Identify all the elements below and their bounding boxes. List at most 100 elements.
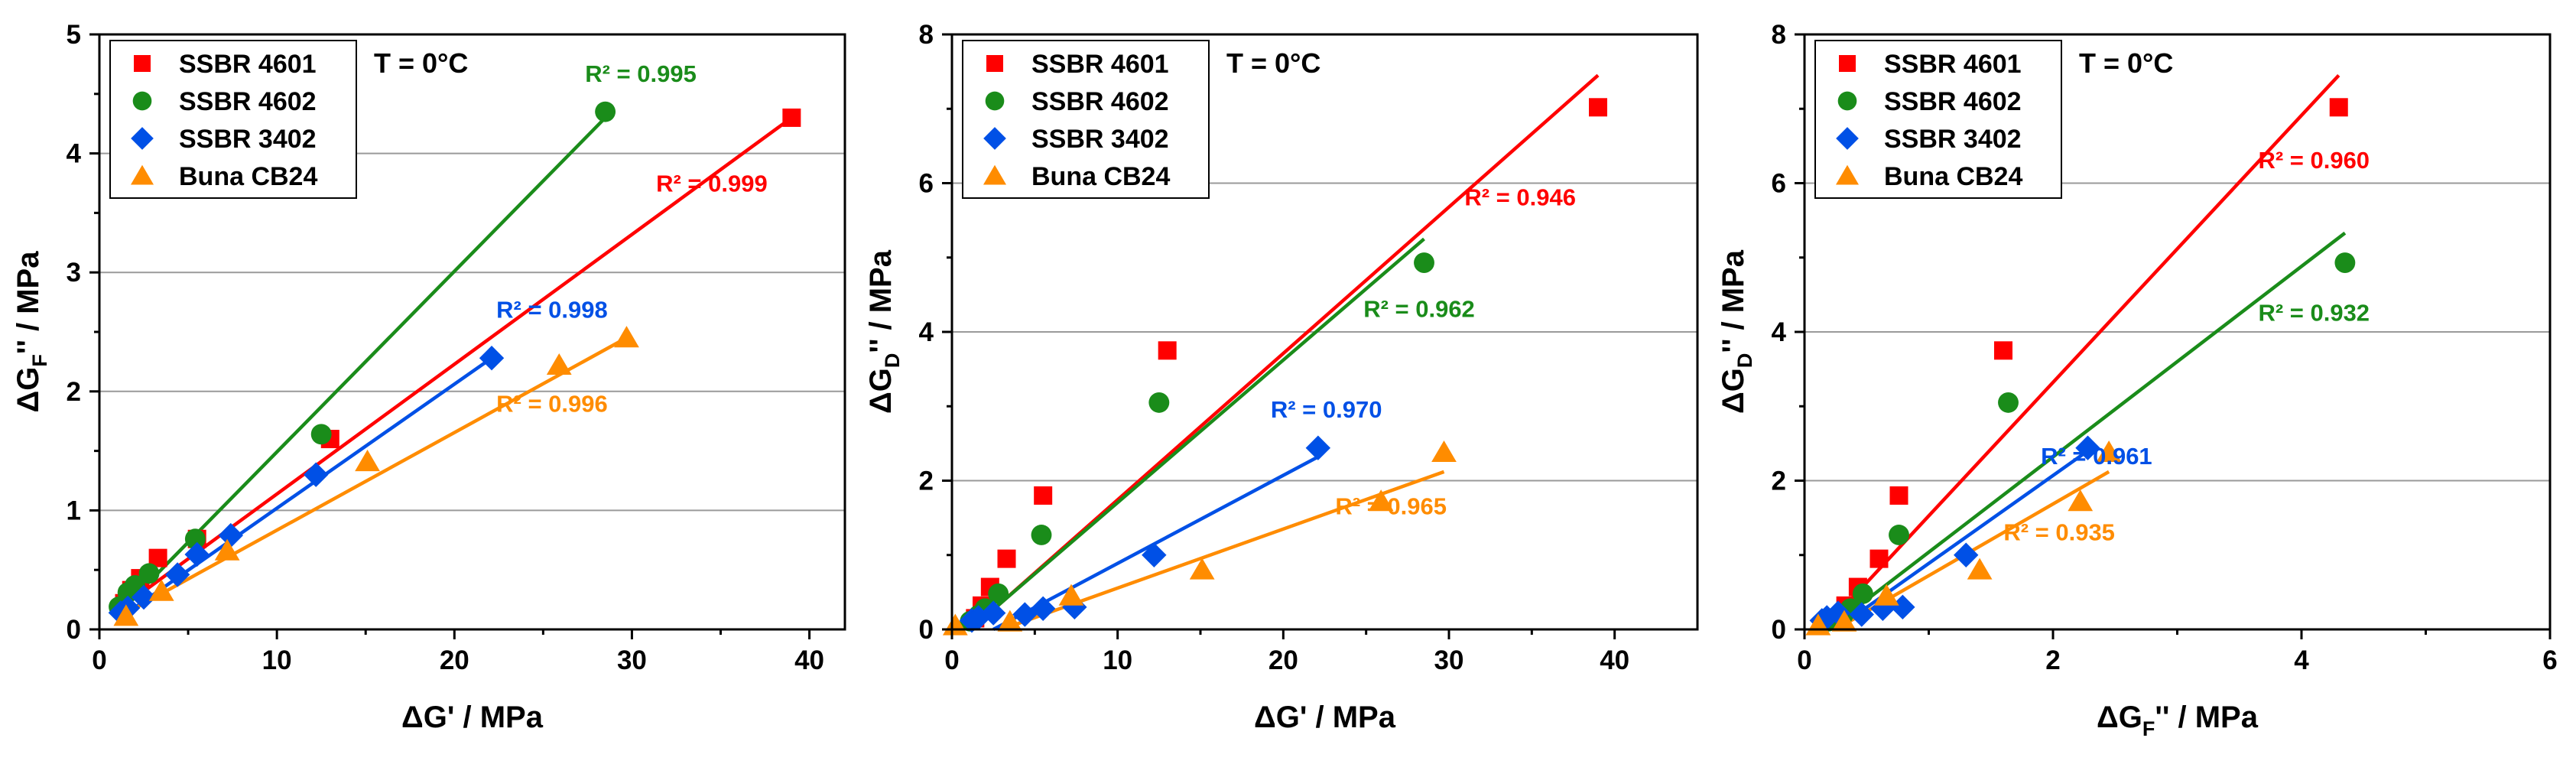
data-point-3-0 xyxy=(113,604,139,626)
y-tick-label-1: 2 xyxy=(919,467,934,496)
data-point-2-4 xyxy=(1030,596,1056,621)
data-point-2-1 xyxy=(1814,605,1840,630)
r2-label-2: R² = 0.970 xyxy=(1271,396,1382,423)
data-point-3-5 xyxy=(614,326,639,348)
data-point-0-3 xyxy=(997,549,1016,568)
fit-line-0 xyxy=(123,116,793,607)
data-point-2-5 xyxy=(1890,594,1915,620)
x-tick-label-3: 30 xyxy=(617,645,647,675)
data-point-3-2 xyxy=(1873,584,1899,606)
data-point-1-6 xyxy=(1414,252,1434,273)
y-tick-label-1: 2 xyxy=(1772,467,1786,496)
data-point-0-6 xyxy=(2329,98,2348,117)
data-point-3-1 xyxy=(1831,610,1857,632)
data-point-2-6 xyxy=(304,462,329,487)
y-tick-label-5: 5 xyxy=(67,20,81,50)
data-point-1-6 xyxy=(595,101,616,122)
fit-line-0 xyxy=(1821,73,2340,631)
x-axis-label: ΔG' / MPa xyxy=(401,701,544,734)
r2-label-3: R² = 0.935 xyxy=(2003,519,2115,545)
data-point-0-6 xyxy=(1589,98,1607,117)
series-2 xyxy=(959,435,1331,633)
x-tick-label-1: 10 xyxy=(1103,645,1132,675)
y-tick-label-0: 0 xyxy=(1772,615,1786,645)
data-point-0-3 xyxy=(1869,549,1889,568)
data-point-3-4 xyxy=(546,353,572,375)
r2-label-2: R² = 0.961 xyxy=(2041,443,2152,470)
legend-marker-3 xyxy=(1835,164,1860,185)
y-tick-label-2: 4 xyxy=(919,317,934,347)
data-point-3-3 xyxy=(1189,558,1215,580)
y-tick-label-0: 0 xyxy=(67,615,81,645)
legend-label-2: SSBR 3402 xyxy=(1884,125,2022,154)
fit-line-3 xyxy=(122,336,628,617)
legend-marker-1 xyxy=(132,91,152,111)
y-axis-label: ΔGD'' / MPa xyxy=(864,249,904,414)
legend-box xyxy=(109,40,357,199)
y-tick-label-4: 4 xyxy=(67,139,82,169)
legend-marker-1 xyxy=(985,91,1005,111)
data-point-3-3 xyxy=(1967,558,1993,580)
y-tick-label-1: 1 xyxy=(67,496,81,525)
data-point-1-4 xyxy=(184,528,206,550)
legend-marker-0 xyxy=(1839,55,1856,72)
data-point-3-2 xyxy=(214,538,240,561)
x-tick-label-1: 10 xyxy=(262,645,292,675)
x-tick-label-4: 40 xyxy=(794,645,824,675)
data-point-0-5 xyxy=(1994,341,2012,360)
data-point-2-2 xyxy=(980,600,1006,626)
legend-label-0: SSBR 4601 xyxy=(1031,50,1169,79)
legend-label-3: Buna CB24 xyxy=(1884,162,2022,191)
y-tick-label-3: 3 xyxy=(67,258,81,288)
data-point-1-3 xyxy=(988,583,1009,604)
data-point-2-7 xyxy=(2075,435,2100,460)
data-point-3-5 xyxy=(2096,440,2122,463)
x-tick-label-1: 2 xyxy=(2045,645,2060,675)
x-axis-label: ΔG' / MPa xyxy=(1254,701,1396,734)
legend-label-2: SSBR 3402 xyxy=(179,125,317,154)
chart-3: R² = 0.960 R² = 0.932 R² = 0.961 R² = 0.935… xyxy=(1717,20,2558,740)
series-3 xyxy=(113,326,639,626)
legend-label-1: SSBR 4602 xyxy=(1884,87,2022,116)
legend-marker-2 xyxy=(1836,127,1859,150)
data-point-2-5 xyxy=(218,522,243,548)
data-point-1-4 xyxy=(1031,525,1052,545)
legend-marker-1 xyxy=(1837,91,1857,111)
y-axis-label: ΔGF'' / MPa xyxy=(11,251,51,413)
x-tick-label-2: 20 xyxy=(1269,645,1298,675)
legend-label-0: SSBR 4601 xyxy=(179,50,317,79)
x-tick-label-0: 0 xyxy=(1797,645,1811,675)
data-point-3-4 xyxy=(2068,489,2094,512)
data-point-2-3 xyxy=(1012,602,1038,627)
legend-label-1: SSBR 4602 xyxy=(1031,87,1169,116)
legend-label-2: SSBR 3402 xyxy=(1031,125,1169,154)
data-point-2-2 xyxy=(131,584,157,610)
data-point-2-6 xyxy=(1954,542,1979,567)
r2-label-0: R² = 0.999 xyxy=(656,170,768,197)
legend-marker-3 xyxy=(130,164,154,185)
data-point-1-5 xyxy=(310,424,332,445)
fit-line-1 xyxy=(969,237,1425,631)
series-3 xyxy=(942,440,1457,636)
data-point-2-7 xyxy=(1305,435,1331,460)
legend-marker-0 xyxy=(134,55,151,72)
x-tick-label-2: 20 xyxy=(440,645,469,675)
r2-label-2: R² = 0.998 xyxy=(496,296,608,323)
y-tick-label-0: 0 xyxy=(919,615,934,645)
x-tick-label-4: 40 xyxy=(1600,645,1629,675)
y-tick-label-4: 8 xyxy=(1772,20,1786,50)
y-tick-label-3: 6 xyxy=(1772,169,1786,199)
data-point-1-3 xyxy=(1852,583,1873,604)
x-tick-label-3: 6 xyxy=(2542,645,2557,675)
r2-label-1: R² = 0.962 xyxy=(1363,296,1475,323)
x-tick-label-3: 30 xyxy=(1434,645,1464,675)
legend-label-1: SSBR 4602 xyxy=(179,87,317,116)
data-point-2-4 xyxy=(184,541,210,567)
legend-box xyxy=(1814,40,2062,199)
data-point-3-4 xyxy=(1368,489,1394,512)
data-point-1-5 xyxy=(1998,392,2019,413)
r2-label-3: R² = 0.996 xyxy=(496,390,608,417)
x-tick-label-0: 0 xyxy=(92,645,106,675)
temperature-label: T = 0°C xyxy=(2079,47,2173,79)
